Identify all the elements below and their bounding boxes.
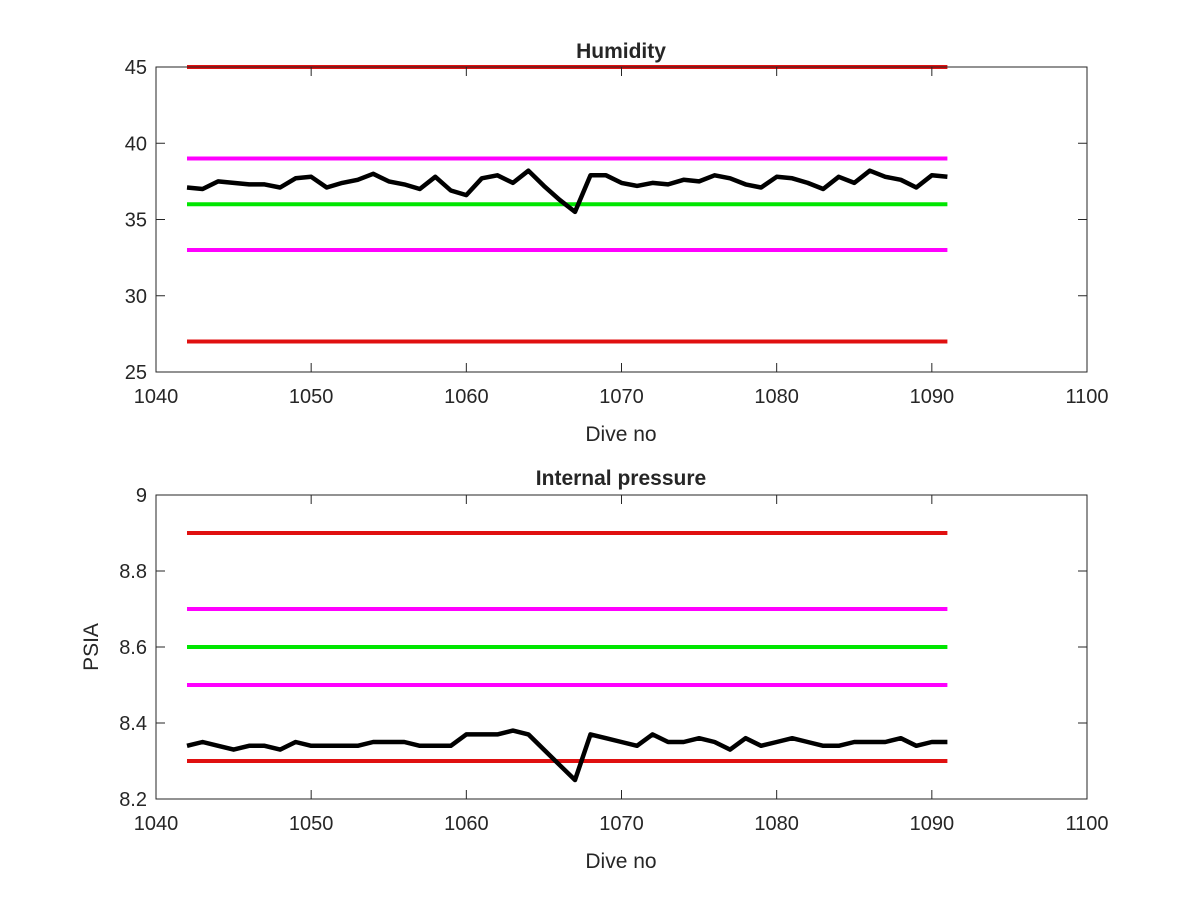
humidity-axes-frame	[155, 66, 1088, 373]
humidity-x-axis-label: Dive no	[585, 423, 656, 446]
pressure-x-axis-label: Dive no	[585, 850, 656, 873]
humidity-x-tick-label: 1070	[599, 386, 644, 408]
pressure-y-tick-label: 8.4	[119, 713, 147, 735]
pressure-measured-black-line-5	[186, 728, 948, 783]
pressure-title: Internal pressure	[536, 467, 706, 490]
humidity-y-tick-label: 40	[125, 133, 147, 155]
pressure-y-tick-label: 8.6	[119, 637, 147, 659]
humidity-tick-marks	[155, 66, 1088, 373]
pressure-y-tick-label: 8.2	[119, 789, 147, 811]
pressure-x-tick-label: 1050	[289, 813, 334, 835]
pressure-tick-marks	[155, 494, 1088, 800]
pressure-x-tick-label: 1070	[599, 813, 644, 835]
pressure-y-tick-label: 8.8	[119, 561, 147, 583]
humidity-measured-black-line-5	[186, 168, 948, 215]
pressure-y-axis-label: PSIA	[80, 623, 103, 671]
humidity-subplot: 1040 1050 1060 1070 1080 1090 1100 2530354045 …	[125, 40, 1109, 446]
humidity-title: Humidity	[576, 40, 666, 63]
humidity-x-tick-labels: 1040 1050 1060 1070 1080 1090 1100	[134, 386, 1109, 408]
pressure-x-tick-label: 1040	[134, 813, 179, 835]
pressure-x-tick-label: 1090	[910, 813, 955, 835]
humidity-y-tick-label: 30	[125, 286, 147, 308]
pressure-x-tick-label: 1080	[754, 813, 799, 835]
pressure-x-tick-label: 1100	[1065, 813, 1108, 835]
humidity-y-tick-label: 35	[125, 210, 147, 232]
humidity-y-tick-labels: 25 30 35 40 45	[125, 57, 147, 384]
humidity-y-tick-label: 45	[125, 57, 147, 79]
pressure-subplot: 1040 1050 1060 1070 1080 1090 1100 8.28.48.68.…	[80, 467, 1109, 873]
humidity-y-tick-label: 25	[125, 362, 147, 384]
pressure-x-tick-label: 1060	[444, 813, 489, 835]
humidity-x-tick-label: 1080	[754, 386, 799, 408]
humidity-x-tick-label: 1050	[289, 386, 334, 408]
humidity-x-tick-label: 1060	[444, 386, 489, 408]
pressure-x-tick-labels: 1040 1050 1060 1070 1080 1090 1100	[134, 813, 1109, 835]
pressure-plot-lines	[186, 531, 948, 783]
humidity-x-tick-label: 1040	[134, 386, 179, 408]
humidity-x-tick-label: 1100	[1065, 386, 1108, 408]
pressure-y-tick-label: 9	[136, 485, 147, 507]
humidity-plot-lines	[186, 65, 948, 344]
pressure-y-tick-labels: 8.2 8.4 8.6 8.8 9	[119, 485, 147, 811]
humidity-x-tick-label: 1090	[910, 386, 955, 408]
